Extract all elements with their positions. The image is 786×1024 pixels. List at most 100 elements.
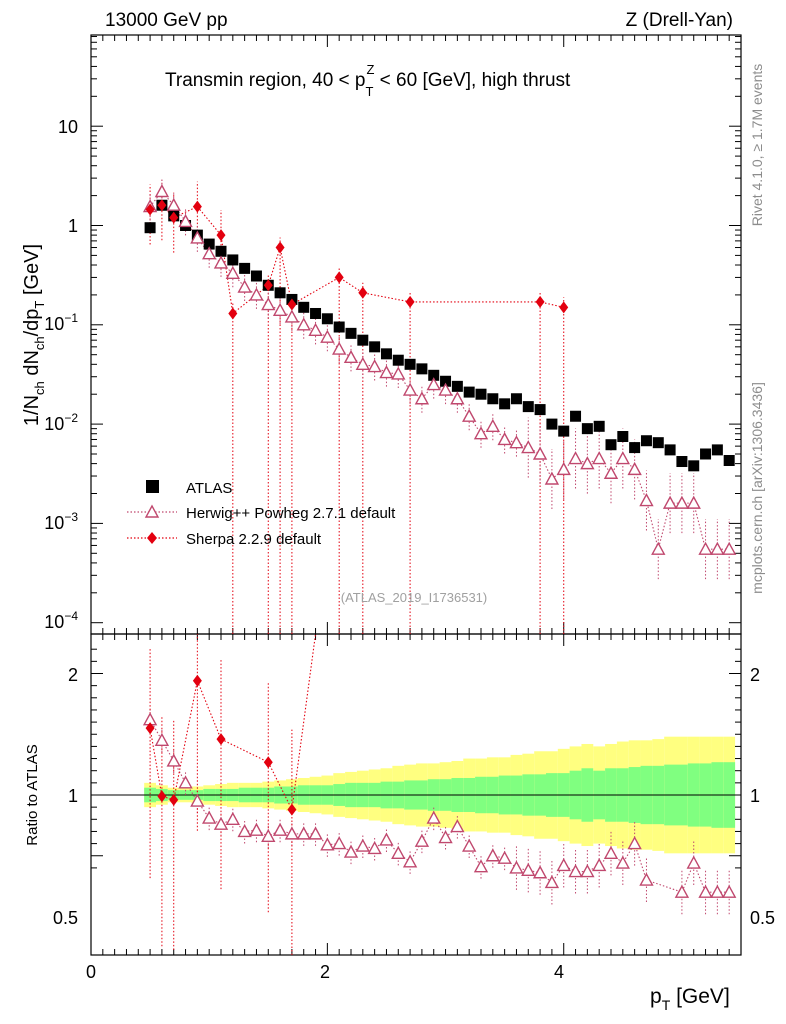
ratio-herwig-point [237,823,252,838]
herwig-point [237,279,252,293]
herwig-point [343,349,359,364]
ratio-herwig-point [272,822,288,836]
atlas-point [345,327,357,339]
x-tick-4: 4 [554,962,564,982]
atlas-point [593,420,605,432]
mcplots-label: mcplots.cern.ch [arXiv:1306.3436] [749,382,765,594]
sherpa-point [169,211,179,224]
atlas-point [688,460,700,472]
ratio-herwig-point [497,850,512,864]
sherpa-point [275,241,285,254]
ratio-sherpa-point [157,790,167,803]
atlas-point [534,404,546,416]
y-tick-1e-2: 10−2 [44,411,78,434]
ratio-herwig-point [320,837,335,851]
herwig-point [615,451,630,465]
herwig-point [414,391,430,405]
legend-herwig-label: Herwig++ Powheg 2.7.1 default [186,505,396,522]
herwig-point [722,541,737,555]
sherpa-point [287,298,297,311]
y-tick-1: 1 [68,216,78,236]
atlas-point [239,262,251,274]
ratio-tick-1-left: 1 [68,786,78,806]
atlas-point [215,245,227,257]
herwig-point [367,359,382,373]
ratio-sherpa-point [287,803,297,816]
ratio-herwig-point [296,826,311,840]
atlas-point [700,448,712,460]
ratio-y-label: Ratio to ATLAS [24,744,41,845]
herwig-point [627,461,642,476]
herwig-point [544,471,560,485]
atlas-point [298,301,310,313]
ratio-herwig-point [190,793,205,807]
legend-sherpa-label: Sherpa 2.2.9 default [186,531,322,548]
ratio-herwig-point [154,732,170,747]
ratio-herwig-point [402,854,418,868]
ratio-tick-05-left: 0.5 [53,908,78,928]
sherpa-point [145,203,155,216]
y-tick-10: 10 [58,117,78,137]
herwig-point [450,391,465,405]
atlas-point [546,418,558,430]
header-left: 13000 GeV pp [105,10,228,31]
herwig-point [532,446,548,460]
atlas-point [428,369,440,381]
ratio-herwig-point [284,826,300,840]
herwig-point [166,197,181,211]
atlas-point [274,287,286,299]
ratio-herwig-point [532,865,548,879]
atlas-point [499,398,511,410]
atlas-point [463,386,475,398]
header-right: Z (Drell-Yan) [626,10,733,31]
atlas-point [416,363,428,375]
x-axis-label: pT [GeV] [650,985,730,1013]
ratio-herwig-point [438,830,453,844]
sherpa-point [192,200,202,213]
herwig-line [149,190,730,550]
atlas-point [558,425,570,437]
ratio-tick-1-right: 1 [750,786,760,806]
ratio-herwig-point [509,860,524,874]
herwig-point [308,322,323,337]
atlas-point [510,393,522,405]
atlas-point [451,380,463,392]
atlas-point [664,444,676,456]
legend-herwig-marker [144,504,160,518]
ratio-herwig-point [213,816,229,830]
ratio-herwig-point [355,838,370,852]
x-tick-2: 2 [320,962,330,982]
ratio-herwig-point [426,810,441,824]
atlas-point [617,431,629,443]
ratio-herwig-point [343,844,359,858]
herwig-point [438,382,453,396]
atlas-point [369,341,381,353]
ratio-herwig-point [249,822,264,836]
ratio-herwig-point [627,836,642,850]
herwig-point [320,329,335,343]
ratio-herwig-point [414,833,430,847]
herwig-point [568,451,583,465]
atlas-point [605,439,617,451]
herwig-point [261,297,276,311]
herwig-point [332,341,347,355]
atlas-point [333,321,345,333]
atlas-point [321,313,333,325]
ratio-herwig-point [450,819,465,833]
herwig-point [202,246,217,260]
ratio-herwig-point [639,872,654,886]
ratio-data-layer [142,633,737,955]
sherpa-point [228,307,238,320]
ratio-herwig-point [391,845,406,860]
x-tick-0: 0 [86,962,96,982]
herwig-point [284,309,300,323]
atlas-point [380,348,392,360]
atlas-point [629,442,641,454]
legend-atlas-marker [146,480,159,493]
ratio-sherpa-point [145,722,155,735]
atlas-point [203,238,215,250]
atlas-point [440,375,452,387]
ratio-sherpa-point [216,733,226,746]
herwig-point [379,365,394,379]
